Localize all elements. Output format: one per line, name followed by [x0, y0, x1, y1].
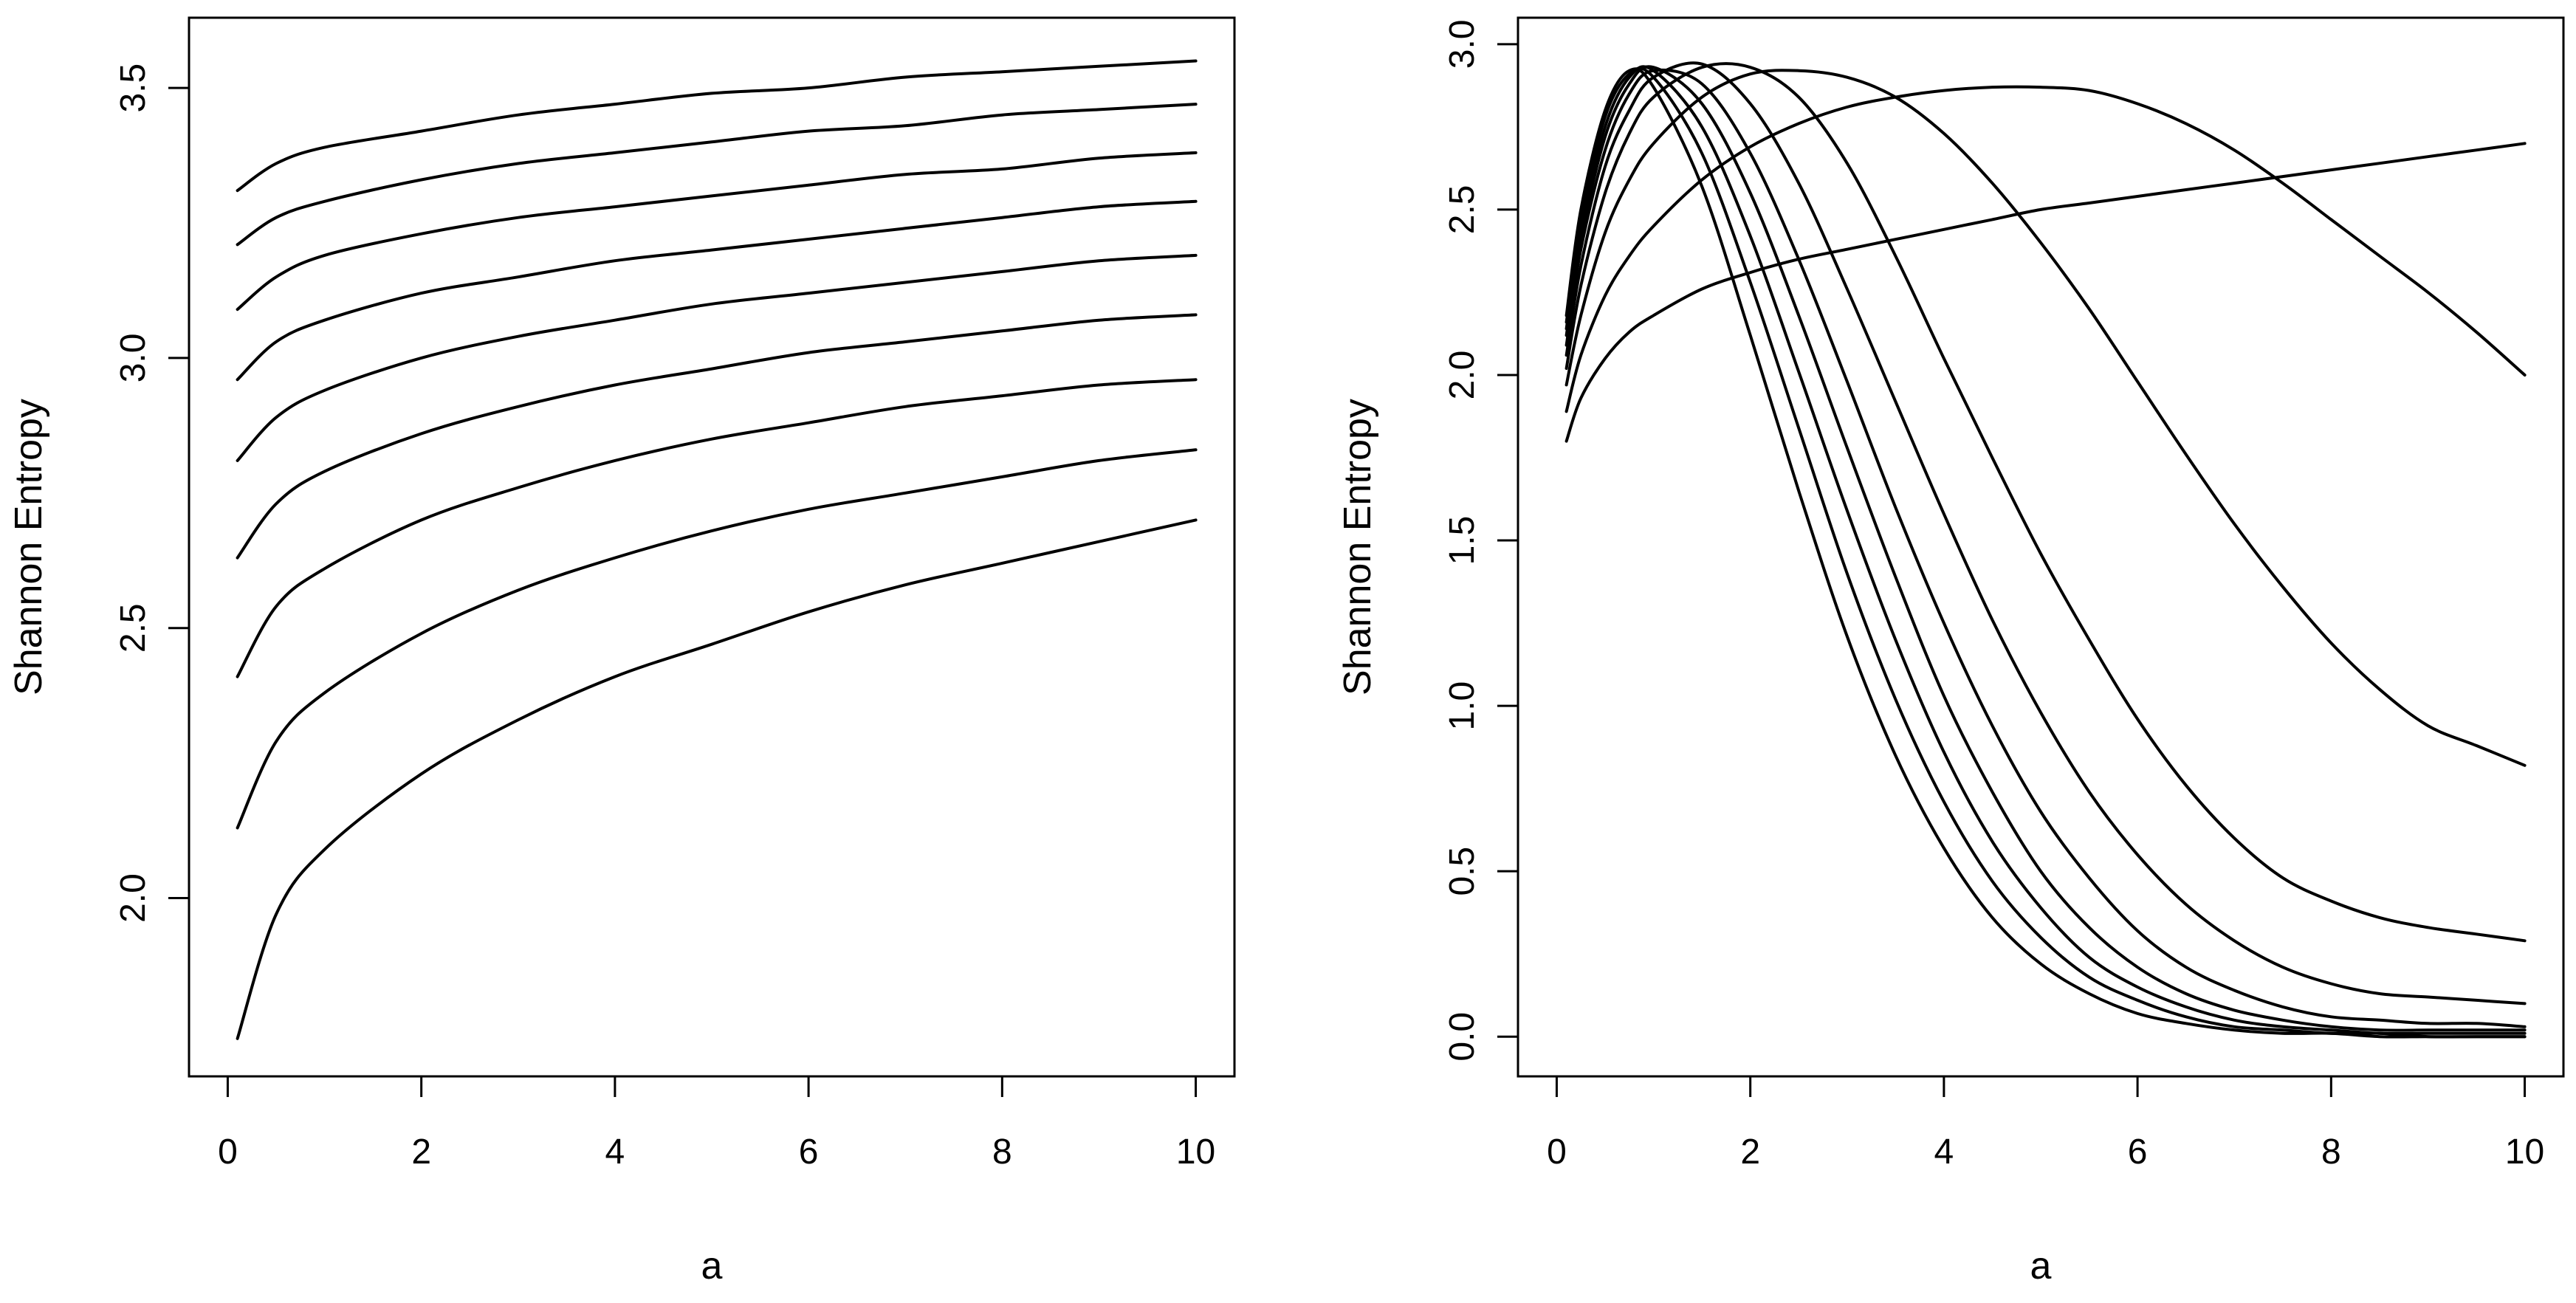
y-tick-label: 2.5: [114, 603, 153, 653]
y-tick-label: 1.0: [1443, 681, 1482, 731]
x-tick-label: 2: [1740, 1132, 1760, 1172]
y-tick-label: 3.0: [114, 334, 153, 383]
y-tick-label: 0.0: [1443, 1012, 1482, 1062]
series-line: [1565, 69, 2527, 767]
x-axis-title: a: [701, 1245, 723, 1287]
x-axis-title: a: [2030, 1245, 2052, 1287]
left-panel: 0 2 4 6 8 10 2.0 2.5 3.0 3.5 a Shannon Entropy: [7, 16, 1236, 1287]
x-tick-label: 4: [605, 1132, 625, 1172]
x-tick-label: 6: [799, 1132, 819, 1172]
x-tick-label: 0: [218, 1132, 238, 1172]
x-tick-label: 6: [2128, 1132, 2148, 1172]
plot-frame: [1517, 16, 2565, 1078]
y-tick-label: 1.5: [1443, 516, 1482, 565]
series-line: [236, 313, 1198, 560]
x-tick-label: 2: [411, 1132, 431, 1172]
series-line: [236, 151, 1198, 312]
series-line: [236, 253, 1198, 462]
series-line: [1565, 62, 2527, 943]
series-line: [1565, 85, 2527, 413]
series-line: [236, 378, 1198, 678]
y-axis-title: Shannon Entropy: [7, 399, 50, 695]
series-line: [236, 103, 1198, 247]
y-tick-label: 2.5: [1443, 185, 1482, 235]
y-axis-title: Shannon Entropy: [1336, 399, 1379, 695]
series-line: [1565, 61, 2527, 1005]
y-tick-label: 2.0: [1443, 351, 1482, 400]
x-tick-label: 8: [992, 1132, 1012, 1172]
series-line: [1565, 142, 2527, 443]
y-tick-label: 3.5: [114, 63, 153, 113]
x-tick-label: 8: [2321, 1132, 2341, 1172]
series-line: [1565, 65, 2527, 1036]
x-tick-label: 10: [1176, 1132, 1215, 1172]
right-panel: 0 2 4 6 8 10 0.0 0.5 1.0 1.5 2.0 2.5 3.0 a Shannon Ent…: [1336, 16, 2565, 1287]
series-line: [236, 518, 1198, 1040]
x-tick-label: 0: [1547, 1132, 1567, 1172]
y-tick-label: 3.0: [1443, 19, 1482, 69]
x-tick-label: 4: [1934, 1132, 1954, 1172]
series-line: [236, 199, 1198, 382]
series-line: [236, 448, 1198, 830]
series-line: [236, 59, 1198, 193]
y-tick-label: 2.0: [114, 873, 153, 923]
y-tick-label: 0.5: [1443, 847, 1482, 896]
series-line: [1565, 67, 2527, 1039]
x-tick-label: 10: [2505, 1132, 2544, 1172]
